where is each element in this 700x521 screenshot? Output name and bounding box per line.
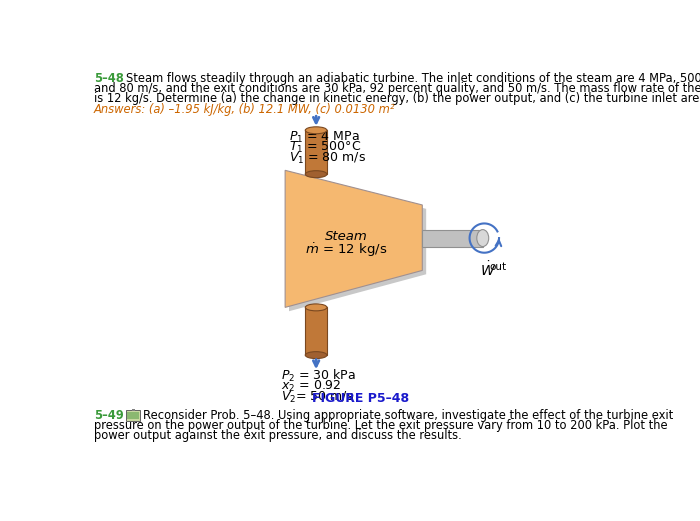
Bar (305, 130, 327, 174)
Bar (422, 230, 483, 246)
Polygon shape (285, 170, 422, 307)
Bar (305, 307, 327, 355)
Ellipse shape (305, 352, 327, 358)
Text: $\dot{m}$ = 12 kg/s: $\dot{m}$ = 12 kg/s (304, 241, 387, 259)
Bar (126, 410, 140, 420)
Text: Steam: Steam (325, 230, 368, 243)
Polygon shape (289, 174, 426, 311)
Text: $P_2$ = 30 kPa: $P_2$ = 30 kPa (281, 368, 356, 384)
Text: and 80 m/s, and the exit conditions are 30 kPa, 92 percent quality, and 50 m/s. : and 80 m/s, and the exit conditions are … (94, 82, 700, 95)
Text: $x_2$ = 0.92: $x_2$ = 0.92 (281, 379, 342, 394)
Ellipse shape (305, 171, 327, 178)
Text: Reconsider Prob. 5–48. Using appropriate software, investigate the effect of the: Reconsider Prob. 5–48. Using appropriate… (144, 409, 673, 422)
Text: FIGURE P5–48: FIGURE P5–48 (312, 392, 409, 405)
Text: 5–48: 5–48 (94, 72, 124, 85)
Text: 5–49: 5–49 (94, 409, 123, 422)
Text: $\dot{W}$: $\dot{W}$ (480, 260, 496, 279)
Text: is 12 kg/s. Determine (a) the change in kinetic energy, (b) the power output, an: is 12 kg/s. Determine (a) the change in … (94, 92, 700, 105)
Ellipse shape (305, 127, 327, 134)
Text: out: out (490, 262, 507, 272)
Bar (132, 409, 135, 412)
Text: $V_2$= 50 m/s: $V_2$= 50 m/s (281, 390, 354, 405)
Text: power output against the exit pressure, and discuss the results.: power output against the exit pressure, … (94, 429, 461, 442)
Bar (127, 412, 139, 419)
Ellipse shape (305, 304, 327, 311)
Text: Steam flows steadily through an adiabatic turbine. The inlet conditions of the s: Steam flows steadily through an adiabati… (126, 72, 700, 85)
Ellipse shape (477, 230, 489, 246)
Text: pressure on the power output of the turbine. Let the exit pressure vary from 10 : pressure on the power output of the turb… (94, 419, 667, 432)
Text: $T_1$ = 500°C: $T_1$ = 500°C (289, 140, 361, 155)
Text: $P_1$ = 4 MPa: $P_1$ = 4 MPa (289, 130, 360, 145)
Text: Answers: (a) –1.95 kJ/kg, (b) 12.1 MW, (c) 0.0130 m²: Answers: (a) –1.95 kJ/kg, (b) 12.1 MW, (… (94, 103, 395, 116)
Text: $V_1$ = 80 m/s: $V_1$ = 80 m/s (289, 151, 366, 166)
